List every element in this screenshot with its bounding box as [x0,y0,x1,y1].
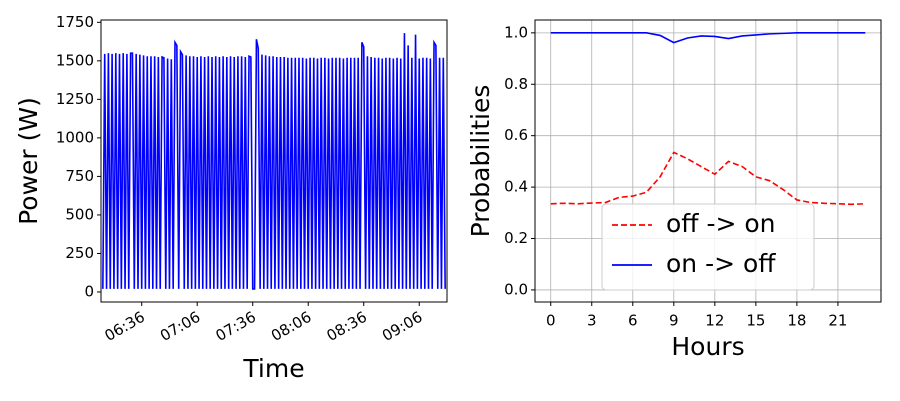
y-tick-label: 750 [65,167,94,185]
series-line [102,33,446,290]
y-axis-label: Probabilities [466,85,495,238]
y-tick-label: 1000 [56,128,94,146]
y-tick-label: 500 [65,205,94,223]
y-tick-label: 0 [84,282,94,300]
legend-box [601,203,815,291]
subplot: 0 250 500 750 1000 1250 1500 1750 06:36 07:06 07:3… [14,13,448,383]
y-tick-label: 250 [65,244,94,262]
x-tick-label: 18 [787,312,806,330]
y-tick-label: 0.0 [504,280,528,298]
x-tick-label: 0 [546,312,556,330]
axes-frame [100,19,448,303]
y-tick-label: 0.6 [504,126,528,144]
series-line [550,151,866,206]
x-tick-label: 07:36 [213,308,259,345]
x-tick-label: 12 [705,312,724,330]
x-tick-label: 07:06 [157,308,203,345]
x-tick-label: 08:36 [324,308,370,345]
x-tick-label: 06:36 [102,308,148,345]
axes-frame [534,19,882,303]
x-tick-label: 6 [628,312,638,330]
y-tick-label: 0.4 [504,178,528,196]
x-axis-label: Hours [671,332,744,361]
y-tick-label: 1250 [56,90,94,108]
legend-label: off -> on [666,209,776,238]
y-axis-label: Power (W) [14,97,43,225]
series-line [550,32,866,44]
subplot: 0.0 0.2 0.4 0.6 0.8 1.0 0 3 6 9 12 15 18 21 Hours Proba… [466,19,882,361]
x-tick-label: 08:06 [268,308,314,345]
y-tick-label: 1.0 [504,23,528,41]
x-tick-label: 3 [587,312,597,330]
x-axis-label: Time [242,354,304,383]
y-tick-label: 1750 [56,13,94,31]
y-tick-label: 0.8 [504,75,528,93]
y-tick-label: 1500 [56,51,94,69]
x-tick-label: 21 [828,312,847,330]
y-tick-label: 0.2 [504,229,528,247]
x-tick-label: 15 [746,312,765,330]
x-tick-label: 9 [669,312,679,330]
legend: off -> on on -> off [601,203,815,291]
x-tick-label: 09:06 [379,308,425,345]
legend-label: on -> off [666,249,776,278]
